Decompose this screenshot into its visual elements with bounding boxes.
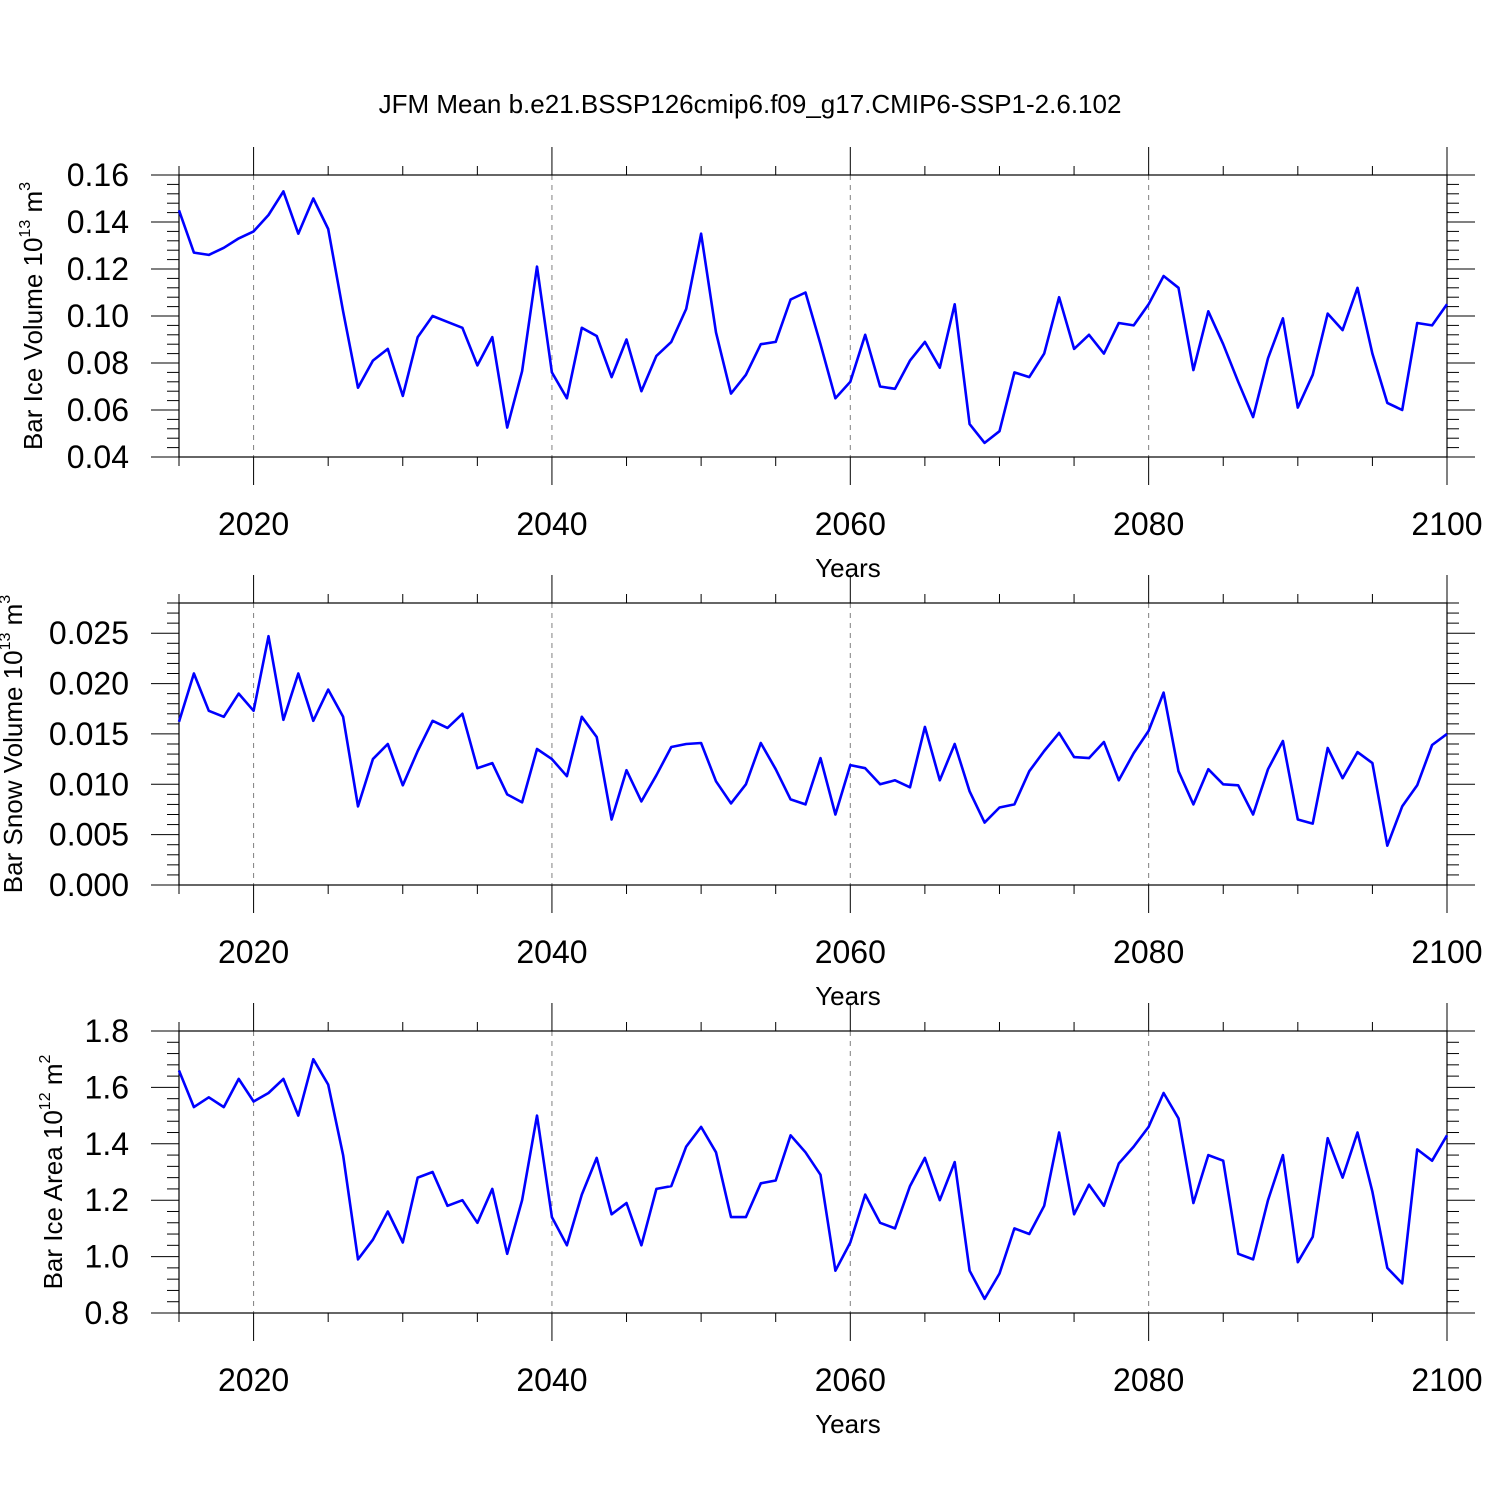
x-axis-title: Years: [815, 553, 881, 583]
series-line: [177, 1057, 1449, 1301]
chart-panel-1: 2020 2040 2060 2080 2100 0.04 0.06 0.08 0.10 0.12…: [17, 147, 1483, 583]
chart-panel-3: 2020 2040 2060 2080 2100 0.8 1.0 1.2 1.4 1.6 1.8 Ye…: [37, 1003, 1483, 1439]
y-tick-label: 1.4: [85, 1126, 129, 1162]
series-line: [177, 190, 1449, 445]
y-tick-label: 0.06: [67, 392, 129, 428]
x-tick-label: 2060: [815, 506, 886, 542]
x-axis-title: Years: [815, 981, 881, 1011]
y-tick-label: 0.025: [49, 615, 129, 651]
y-tick-label: 0.10: [67, 298, 129, 334]
x-tick-label: 2100: [1411, 1362, 1482, 1398]
y-tick-label: 0.005: [49, 817, 129, 853]
y-tick-label: 1.6: [85, 1069, 129, 1105]
series-line: [177, 634, 1448, 848]
x-tick-label: 2080: [1113, 1362, 1184, 1398]
x-tick-label: 2060: [815, 1362, 886, 1398]
x-tick-label: 2020: [218, 934, 289, 970]
y-tick-label: 0.015: [49, 716, 129, 752]
y-tick-label: 1.0: [85, 1239, 129, 1275]
chart-panel-2: 2020 2040 2060 2080 2100 0.000 0.005 0.010 0.015…: [0, 575, 1483, 1011]
x-tick-label: 2100: [1411, 506, 1482, 542]
x-tick-label: 2040: [516, 934, 587, 970]
y-tick-label: 0.8: [85, 1295, 129, 1331]
y-axis-title: Bar Ice Area 1012 m2: [37, 1054, 68, 1289]
y-tick-label: 1.8: [85, 1013, 129, 1049]
x-tick-label: 2020: [218, 1362, 289, 1398]
y-tick-label: 0.14: [67, 204, 129, 240]
figure-title: JFM Mean b.e21.BSSP126cmip6.f09_g17.CMIP…: [379, 89, 1122, 119]
x-tick-label: 2060: [815, 934, 886, 970]
x-tick-label: 2100: [1411, 934, 1482, 970]
y-tick-label: 1.2: [85, 1182, 129, 1218]
y-tick-label: 0.16: [67, 157, 129, 193]
x-tick-label: 2080: [1113, 934, 1184, 970]
y-tick-label: 0.12: [67, 251, 129, 287]
x-axis-title: Years: [815, 1409, 881, 1439]
x-tick-label: 2080: [1113, 506, 1184, 542]
plot-frame: [178, 1030, 1448, 1314]
y-tick-label: 0.010: [49, 766, 129, 802]
y-axis-title: Bar Snow Volume 1013 m3: [0, 595, 28, 894]
y-tick-label: 0.000: [49, 867, 129, 903]
x-tick-label: 2040: [516, 506, 587, 542]
x-tick-label: 2040: [516, 1362, 587, 1398]
y-tick-label: 0.020: [49, 666, 129, 702]
x-tick-label: 2020: [218, 506, 289, 542]
y-tick-label: 0.08: [67, 345, 129, 381]
y-tick-label: 0.04: [67, 439, 129, 475]
plot-frame: [178, 602, 1448, 886]
y-axis-title: Bar Ice Volume 1013 m3: [17, 182, 48, 450]
